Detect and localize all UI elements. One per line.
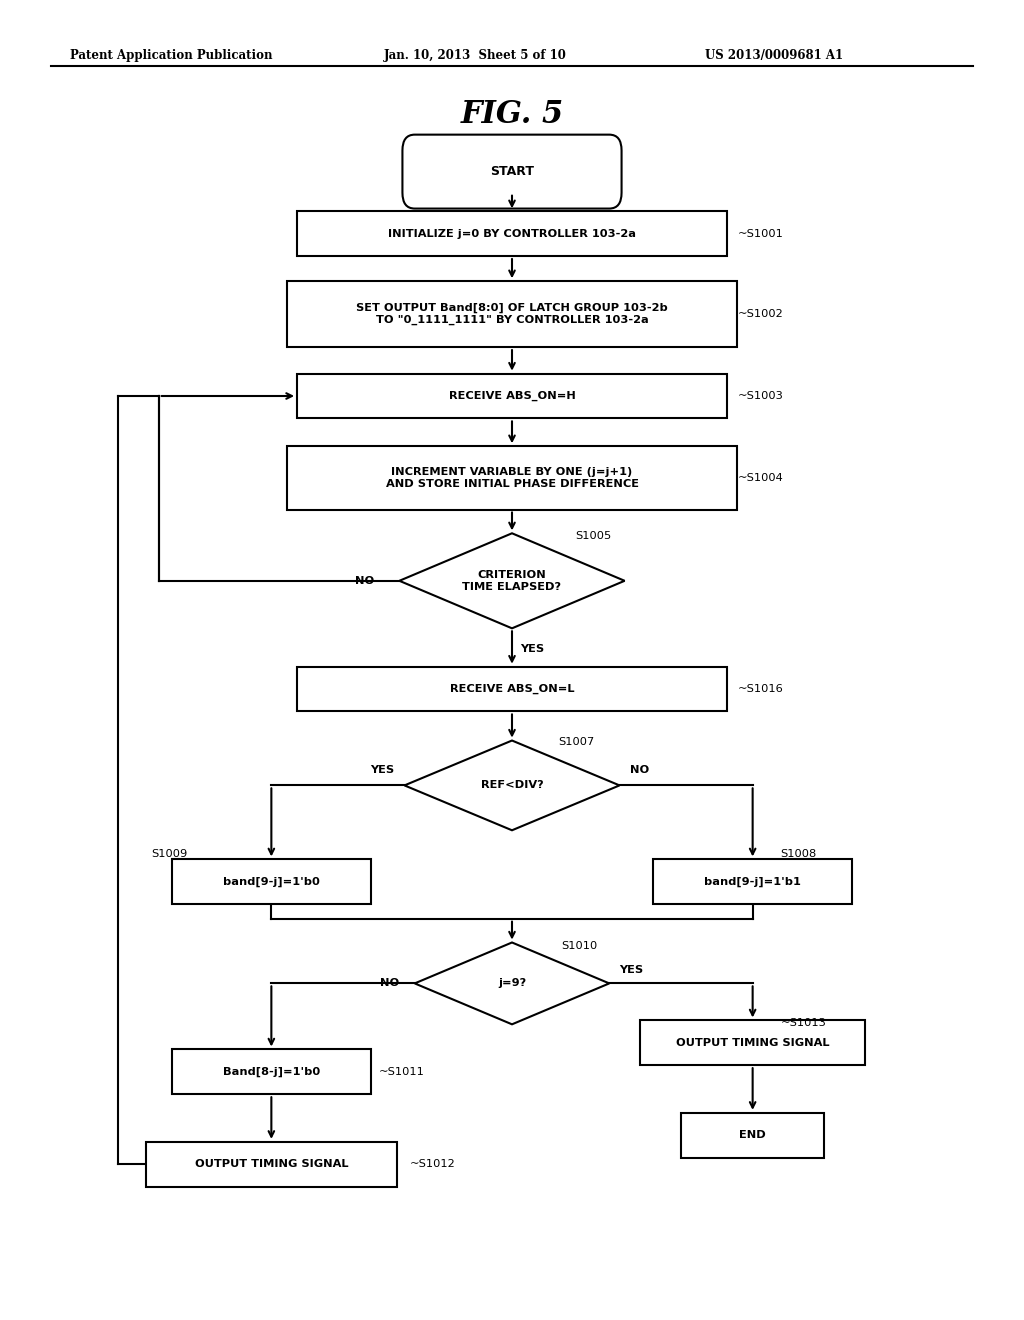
- Text: S1009: S1009: [152, 849, 187, 859]
- Bar: [172, 1049, 372, 1094]
- Text: Patent Application Publication: Patent Application Publication: [70, 49, 272, 62]
- Bar: [146, 1142, 397, 1187]
- Text: SET OUTPUT Band[8:0] OF LATCH GROUP 103-2b
TO "0_1111_1111" BY CONTROLLER 103-2a: SET OUTPUT Band[8:0] OF LATCH GROUP 103-…: [356, 304, 668, 325]
- Bar: [297, 374, 727, 418]
- Text: RECEIVE ABS_ON=L: RECEIVE ABS_ON=L: [450, 684, 574, 694]
- Text: band[9-j]=1'b1: band[9-j]=1'b1: [705, 876, 801, 887]
- Text: S1005: S1005: [575, 531, 611, 541]
- Text: YES: YES: [620, 965, 644, 975]
- Text: YES: YES: [520, 644, 545, 655]
- Text: ~S1003: ~S1003: [737, 391, 783, 401]
- Bar: [653, 859, 852, 904]
- Text: REF<DIV?: REF<DIV?: [480, 780, 544, 791]
- Text: j=9?: j=9?: [498, 978, 526, 989]
- Text: Jan. 10, 2013  Sheet 5 of 10: Jan. 10, 2013 Sheet 5 of 10: [384, 49, 567, 62]
- Polygon shape: [404, 741, 620, 830]
- FancyBboxPatch shape: [402, 135, 622, 209]
- Text: ~S1004: ~S1004: [737, 473, 783, 483]
- Text: START: START: [490, 165, 534, 178]
- Text: END: END: [739, 1130, 766, 1140]
- Text: INCREMENT VARIABLE BY ONE (j=j+1)
AND STORE INITIAL PHASE DIFFERENCE: INCREMENT VARIABLE BY ONE (j=j+1) AND ST…: [385, 467, 639, 488]
- Text: S1010: S1010: [561, 941, 597, 952]
- Text: FIG. 5: FIG. 5: [461, 99, 563, 129]
- Text: NO: NO: [380, 978, 399, 989]
- Text: S1007: S1007: [558, 737, 594, 747]
- Polygon shape: [399, 533, 625, 628]
- Text: ~S1001: ~S1001: [737, 228, 783, 239]
- Text: INITIALIZE j=0 BY CONTROLLER 103-2a: INITIALIZE j=0 BY CONTROLLER 103-2a: [388, 228, 636, 239]
- Bar: [640, 1020, 865, 1065]
- Text: YES: YES: [370, 764, 394, 775]
- Bar: [287, 446, 737, 510]
- Text: OUTPUT TIMING SIGNAL: OUTPUT TIMING SIGNAL: [195, 1159, 348, 1170]
- Bar: [172, 859, 372, 904]
- Text: S1008: S1008: [780, 849, 816, 859]
- Bar: [681, 1113, 824, 1158]
- Text: ~S1013: ~S1013: [780, 1018, 826, 1028]
- Text: NO: NO: [630, 764, 649, 775]
- Text: NO: NO: [354, 576, 374, 586]
- Polygon shape: [415, 942, 609, 1024]
- Text: ~S1012: ~S1012: [410, 1159, 456, 1170]
- Text: ~S1016: ~S1016: [737, 684, 783, 694]
- Bar: [297, 211, 727, 256]
- Bar: [297, 667, 727, 711]
- Text: RECEIVE ABS_ON=H: RECEIVE ABS_ON=H: [449, 391, 575, 401]
- Bar: [287, 281, 737, 347]
- Text: ~S1011: ~S1011: [379, 1067, 425, 1077]
- Text: CRITERION
TIME ELAPSED?: CRITERION TIME ELAPSED?: [463, 570, 561, 591]
- Text: band[9-j]=1'b0: band[9-j]=1'b0: [223, 876, 319, 887]
- Text: US 2013/0009681 A1: US 2013/0009681 A1: [705, 49, 843, 62]
- Text: Band[8-j]=1'b0: Band[8-j]=1'b0: [223, 1067, 319, 1077]
- Text: ~S1002: ~S1002: [737, 309, 783, 319]
- Text: OUTPUT TIMING SIGNAL: OUTPUT TIMING SIGNAL: [676, 1038, 829, 1048]
